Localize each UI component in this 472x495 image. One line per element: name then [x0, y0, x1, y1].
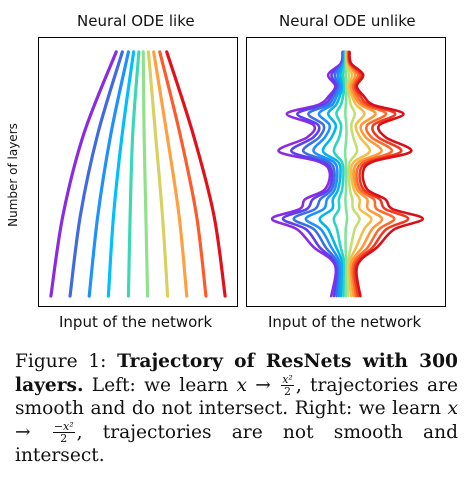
caption-left-map: x →: [236, 374, 271, 396]
left-trajectory-10: [165, 50, 227, 298]
right-trajectory-5: [318, 50, 347, 298]
left-trajectory-7: [146, 50, 170, 298]
caption-left-frac-den: 2: [284, 385, 292, 398]
left-trajectory-1: [49, 50, 118, 298]
right-trajectory-6: [332, 50, 347, 298]
caption-label: Figure 1:: [15, 351, 107, 372]
left-panel-title: Neural ODE like: [77, 12, 195, 30]
right-trajectory-9: [345, 50, 373, 298]
right-trajectory-2: [281, 50, 345, 298]
left-trajectory-8: [152, 50, 189, 298]
left-trajectory-9: [158, 50, 208, 298]
caption-left-intro: Left: we learn: [91, 374, 229, 396]
caption-right-frac-num: −x²: [52, 420, 75, 433]
right-trajectory-10: [346, 50, 384, 298]
caption-title: Trajectory of ResNets with 300 layers.: [15, 351, 458, 396]
right-trajectory-4: [304, 50, 346, 298]
caption-right-outro: , trajectories are not smooth and inters…: [15, 421, 458, 467]
left-chart: [38, 37, 238, 307]
caption-left-outro: , trajectories are smooth and do not int…: [15, 374, 458, 420]
right-trajectory-13: [348, 50, 425, 298]
right-panel-title: Neural ODE unlike: [279, 12, 416, 30]
left-trajectory-5: [126, 50, 141, 298]
caption-right-intro: Right: we learn: [294, 398, 442, 419]
right-trajectory-1: [270, 50, 344, 298]
left-x-axis-label: Input of the network: [59, 313, 213, 331]
left-chart-plot: [49, 50, 227, 298]
right-trajectory-12: [347, 50, 410, 298]
left-trajectory-2: [68, 50, 124, 298]
caption-right-frac-den: 2: [60, 432, 68, 445]
left-trajectory-6: [141, 50, 150, 298]
caption-left-frac-num: x²: [281, 373, 294, 386]
right-trajectory-7: [343, 50, 349, 298]
right-x-axis-label: Input of the network: [268, 313, 422, 331]
right-trajectory-11: [346, 50, 396, 298]
caption-left-fraction: x² 2: [281, 374, 294, 397]
caption-right-map: x →: [15, 398, 459, 443]
caption-right-fraction: −x² 2: [52, 420, 75, 445]
left-trajectory-4: [106, 50, 136, 298]
right-trajectory-3: [292, 50, 345, 298]
right-chart-plot: [270, 50, 425, 298]
right-chart: [246, 37, 446, 307]
figure-caption: Figure 1: Trajectory of ResNets with 300…: [15, 350, 458, 468]
left-trajectory-3: [87, 50, 131, 298]
right-trajectory-8: [345, 50, 361, 298]
y-axis-label: Number of layers: [6, 123, 20, 227]
